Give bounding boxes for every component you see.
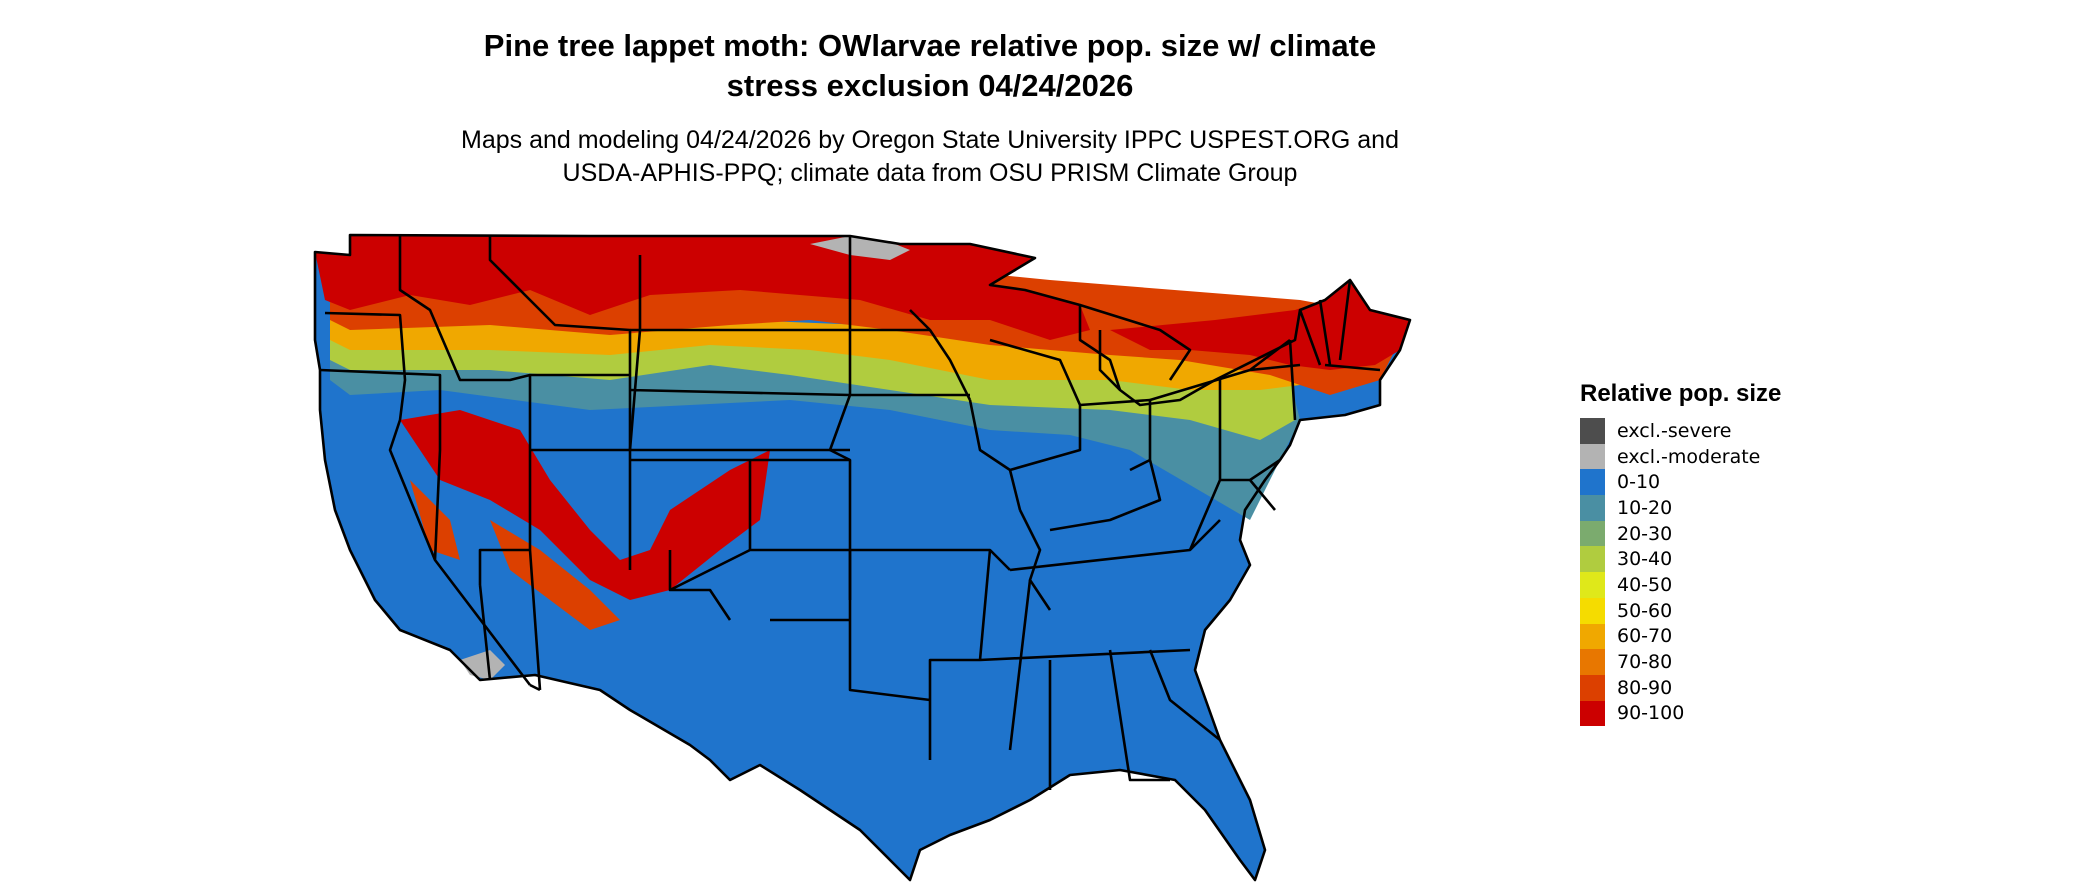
legend-label: 90-100	[1617, 702, 1685, 725]
border-northeast	[1149, 279, 1381, 551]
legend-label: 30-40	[1617, 548, 1673, 571]
legend-label: 10-20	[1617, 496, 1673, 519]
legend-label: 70-80	[1617, 651, 1673, 674]
legend-item: excl.-moderate	[1580, 443, 1781, 470]
map-subtitle-line-1: Maps and modeling 04/24/2026 by Oregon S…	[461, 126, 1399, 154]
legend-items: excl.-severe excl.-moderate 0-10 10-20 20-30…	[1580, 418, 1781, 727]
legend-label: excl.-moderate	[1617, 445, 1761, 468]
border-plains	[628, 255, 851, 621]
legend-item: 20-30	[1580, 520, 1781, 547]
legend-swatch	[1580, 674, 1605, 701]
legend-swatch	[1580, 649, 1605, 675]
legend-item: excl.-severe	[1580, 418, 1781, 444]
legend-item: 50-60	[1580, 597, 1781, 624]
border-midwest	[828, 236, 1162, 611]
legend-swatch	[1580, 623, 1605, 650]
legend-swatch	[1580, 520, 1605, 547]
legend-label: 60-70	[1617, 625, 1673, 648]
legend-swatch	[1580, 418, 1605, 444]
legend-swatch	[1580, 597, 1605, 624]
legend-label: 40-50	[1617, 573, 1673, 596]
legend-item: 0-10	[1580, 469, 1781, 496]
legend-swatch	[1580, 700, 1605, 727]
legend-item: 70-80	[1580, 649, 1781, 675]
map-title-line-1: Pine tree lappet moth: OWlarvae relative…	[483, 28, 1377, 63]
map-bands	[315, 235, 1410, 680]
legend-item: 40-50	[1580, 572, 1781, 598]
legend-swatch	[1580, 443, 1605, 470]
legend-item: 10-20	[1580, 495, 1781, 521]
legend-swatch	[1580, 495, 1605, 521]
legend-swatch	[1580, 572, 1605, 598]
legend-label: 0-10	[1617, 471, 1661, 494]
legend-label: 80-90	[1617, 676, 1673, 699]
map-subtitle: Maps and modeling 04/24/2026 by Oregon S…	[0, 124, 1860, 190]
state-borders	[313, 233, 1412, 882]
legend-label: 20-30	[1617, 522, 1673, 545]
legend-swatch	[1580, 546, 1605, 573]
legend-item: 30-40	[1580, 546, 1781, 573]
country-outline	[313, 233, 1412, 882]
southwest-high-patch	[400, 410, 770, 600]
legend-label: excl.-severe	[1617, 419, 1732, 442]
southwest-mid-patch	[410, 480, 620, 630]
map-title: Pine tree lappet moth: OWlarvae relative…	[0, 26, 1860, 106]
legend-label: 50-60	[1617, 599, 1673, 622]
legend-item: 80-90	[1580, 674, 1781, 701]
band-90-100	[315, 235, 1410, 370]
map-legend: Relative pop. size excl.-severe excl.-mod…	[1580, 380, 1782, 727]
map-title-line-2: stress exclusion 04/24/2026	[726, 68, 1134, 103]
legend-title: Relative pop. size	[1580, 380, 1782, 407]
us-map	[313, 233, 1412, 882]
legend-item: 60-70	[1580, 623, 1781, 650]
border-great-lakes	[1079, 303, 1192, 391]
legend-item: 90-100	[1580, 700, 1781, 727]
legend-swatch	[1580, 469, 1605, 496]
map-subtitle-line-2: USDA-APHIS-PPQ; climate data from OSU PR…	[562, 159, 1298, 187]
border-pacific-interior	[319, 311, 532, 686]
